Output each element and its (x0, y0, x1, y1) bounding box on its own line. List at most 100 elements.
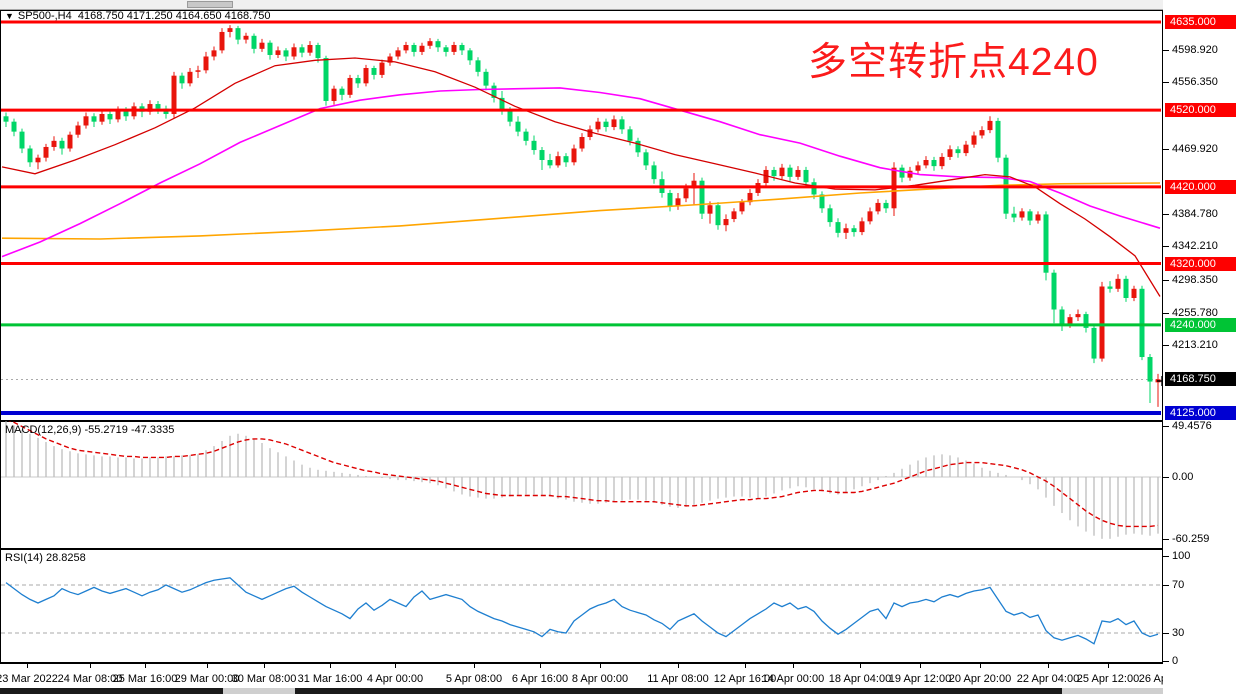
time-tick (27, 664, 28, 668)
candle (227, 25, 233, 38)
time-tick (474, 664, 475, 668)
time-axis[interactable]: 23 Mar 2022 24 Mar 08:00 25 Mar 16:00 29 Ma… (0, 663, 1201, 688)
axis-tick (1163, 313, 1169, 314)
candle (323, 55, 329, 106)
candle (307, 41, 313, 56)
macd-signal-line (8, 421, 1159, 528)
candle (355, 74, 361, 88)
candle (835, 218, 841, 238)
chevron-down-icon: ▼ (5, 11, 14, 21)
candle (99, 110, 105, 125)
axis-tick (1163, 661, 1169, 662)
horizontal-scrollbar[interactable] (0, 688, 1238, 694)
time-tick (395, 664, 396, 668)
candle (603, 118, 609, 132)
scrollbar-segment[interactable] (223, 688, 295, 694)
candle (995, 117, 1001, 163)
axis-price-label: 30 (1172, 627, 1185, 639)
candle (19, 128, 25, 154)
candle (147, 100, 153, 115)
candle (315, 42, 321, 63)
candle (27, 145, 33, 167)
axis-tick (1163, 539, 1169, 540)
candle (267, 40, 273, 60)
candle (1027, 209, 1033, 226)
candle (83, 112, 89, 129)
candle (1091, 324, 1097, 364)
crosshair-cursor (1157, 376, 1163, 386)
axis-price-label: -60.259 (1172, 533, 1210, 545)
axis-tick (1163, 214, 1169, 215)
candle (411, 42, 417, 57)
symbol-period-label: SP500-,H4 (17, 10, 72, 22)
macd-histogram (5, 421, 1159, 539)
candle (155, 100, 161, 114)
time-tick (207, 664, 208, 668)
candle (811, 178, 817, 200)
ma-line-mid-magenta[interactable] (1, 87, 1161, 258)
candle (1035, 211, 1041, 224)
candle (667, 189, 673, 212)
candle (875, 199, 881, 215)
candle (291, 43, 297, 60)
axis-price-label: 100 (1172, 550, 1191, 562)
rsi-indicator-panel[interactable] (0, 549, 1163, 663)
time-tick (980, 664, 981, 668)
candle (219, 28, 225, 54)
candle (347, 74, 353, 98)
candle (827, 204, 833, 227)
axis-price-label: 0.00 (1172, 471, 1194, 483)
candle (907, 166, 913, 181)
axis-price-label: 4598.920 (1172, 44, 1218, 56)
candle (779, 163, 785, 180)
axis-price-flag: 4635.000 (1165, 15, 1236, 29)
axis-price-flag: 4420.000 (1165, 180, 1236, 194)
axis-price-label: 4556.350 (1172, 76, 1218, 88)
axis-price-flag: 4125.000 (1165, 406, 1236, 420)
candle (371, 65, 377, 80)
candle (611, 115, 617, 131)
axis-price-label: 4213.210 (1172, 339, 1218, 351)
window-splitter-handle[interactable] (187, 1, 233, 8)
chart-text-annotation[interactable]: 多空转折点4240 (808, 41, 1099, 84)
main-price-chart[interactable] (0, 10, 1163, 421)
time-label: 20 Apr 20:00 (948, 673, 1012, 685)
price-axis[interactable]: 4598.920 4556.350 4469.920 4384.780 4342.210… (1163, 0, 1238, 694)
ma-line-fast-red[interactable] (1, 57, 1161, 297)
candle (275, 46, 281, 59)
scrollbar-segment[interactable] (295, 688, 1062, 694)
candle (1051, 269, 1057, 324)
candle (859, 217, 865, 236)
axis-price-label: 4298.350 (1172, 274, 1218, 286)
candle (195, 65, 201, 78)
macd-indicator-panel[interactable] (0, 421, 1163, 549)
candles (3, 25, 1161, 407)
candle (699, 177, 705, 220)
time-tick (1108, 664, 1109, 668)
candle (1139, 285, 1145, 361)
candle (179, 72, 185, 89)
candle (43, 143, 49, 162)
time-tick (860, 664, 861, 668)
candle (419, 42, 425, 55)
candle (803, 166, 809, 187)
candle (11, 118, 17, 137)
candle (971, 131, 977, 148)
candle (555, 151, 561, 168)
axis-tick (1163, 246, 1169, 247)
candle (67, 131, 73, 152)
axis-tick (1163, 149, 1169, 150)
candle (947, 145, 953, 160)
candle (899, 164, 905, 183)
candle (547, 153, 553, 169)
candle (203, 51, 209, 74)
ohlc-readout: 4168.750 4171.250 4164.650 4168.750 (77, 10, 271, 22)
time-tick (920, 664, 921, 668)
scrollbar-segment[interactable] (1062, 688, 1238, 694)
time-label: 25 Mar 16:00 (112, 673, 178, 685)
window-top-edge (0, 0, 1238, 10)
scrollbar-segment[interactable] (0, 688, 223, 694)
candle (435, 38, 441, 52)
time-label: 29 Mar 00:00 (174, 673, 240, 685)
candle (707, 201, 713, 224)
